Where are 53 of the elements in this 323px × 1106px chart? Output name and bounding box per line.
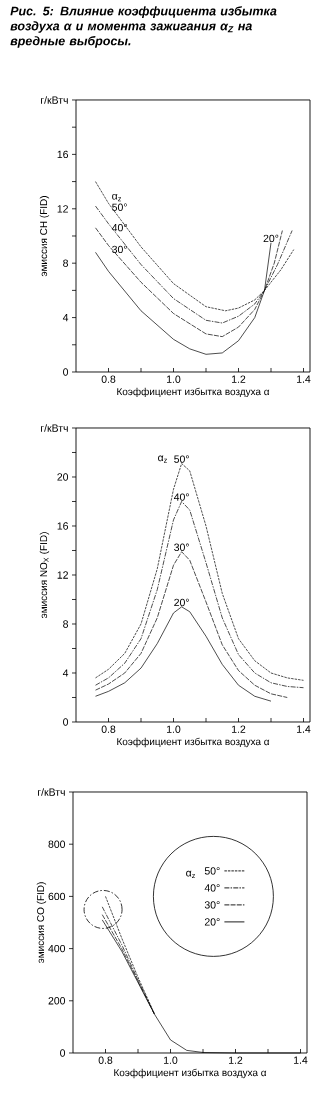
y-tick-label: 800 bbox=[48, 840, 66, 848]
y-axis-title: эмиссия CO (FID) bbox=[36, 882, 47, 964]
x-tick-label: 1.4 bbox=[297, 375, 311, 383]
series-label: 40° bbox=[173, 493, 189, 501]
series-label: 30° bbox=[174, 543, 189, 552]
y-axis-title: эмиссия CH (FID) bbox=[39, 196, 50, 277]
x-tick-label: 1.2 bbox=[229, 1056, 243, 1064]
series-label: 50° bbox=[112, 203, 127, 211]
series-label: 20° bbox=[263, 234, 279, 243]
y-tick-label: 200 bbox=[48, 997, 66, 1005]
y-tick-label: г/кВтч bbox=[41, 424, 68, 432]
series-label: 30° bbox=[112, 245, 127, 254]
x-tick-label: 0.8 bbox=[101, 725, 116, 733]
y-tick-label: 0 bbox=[60, 1049, 66, 1057]
y-tick-label: 16 bbox=[57, 522, 69, 530]
y-tick-label: 12 bbox=[57, 571, 68, 579]
x-tick-label: 1.2 bbox=[232, 725, 246, 733]
legend-label: 30° bbox=[204, 901, 220, 909]
annotation: α$_{z}$ bbox=[186, 870, 196, 879]
y-tick-label: 4 bbox=[62, 314, 69, 322]
x-tick-label: 1.0 bbox=[164, 1056, 178, 1064]
x-tick-label: 1.0 bbox=[167, 375, 181, 383]
y-tick-label: 16 bbox=[57, 150, 69, 159]
legend-label: 20° bbox=[204, 918, 220, 926]
x-tick-label: 0.8 bbox=[98, 1056, 113, 1064]
annotation: α$_{z}$ bbox=[158, 455, 167, 463]
x-tick-label: 1.0 bbox=[167, 725, 181, 733]
y-tick-label: 0 bbox=[63, 718, 69, 726]
y-tick-label: 8 bbox=[63, 620, 69, 628]
series-label: 50° bbox=[174, 455, 189, 463]
y-tick-label: 400 bbox=[48, 944, 66, 953]
y-tick-label: 8 bbox=[63, 259, 69, 267]
y-tick-label: 4 bbox=[62, 669, 69, 677]
y-tick-label: г/кВтч bbox=[41, 96, 68, 104]
legend-label: 40° bbox=[204, 884, 220, 892]
x-tick-label: 0.8 bbox=[101, 375, 116, 383]
series-label: 20° bbox=[174, 598, 189, 607]
y-tick-label: 600 bbox=[48, 892, 66, 901]
y-tick-label: 20 bbox=[57, 473, 69, 481]
x-axis-title: Коэффициент избытка воздуха α bbox=[117, 737, 270, 748]
y-tick-label: 12 bbox=[57, 205, 68, 213]
y-axis-title: эмиссия NO$_{X}$ (FID) bbox=[39, 532, 50, 619]
legend-label: 50° bbox=[204, 867, 220, 875]
chart-title: Рис. 5: Влияние коэффициента избытка воздуха α и момента зажигания α$_{Z}$ на вредные выбросы. bbox=[10, 6, 277, 48]
x-tick-label: 1.4 bbox=[294, 1056, 308, 1064]
x-tick-label: 1.4 bbox=[297, 725, 311, 733]
annotation: α$_{z}$ bbox=[112, 193, 122, 202]
series-label: 40° bbox=[111, 223, 127, 232]
x-tick-label: 1.2 bbox=[232, 375, 246, 383]
x-axis-title: Коэффициент избытка воздуха α bbox=[117, 387, 270, 398]
x-axis-title: Коэффициент избытка воздуха α bbox=[114, 1068, 267, 1079]
y-tick-label: г/кВтч bbox=[38, 788, 65, 796]
y-tick-label: 0 bbox=[63, 368, 69, 376]
